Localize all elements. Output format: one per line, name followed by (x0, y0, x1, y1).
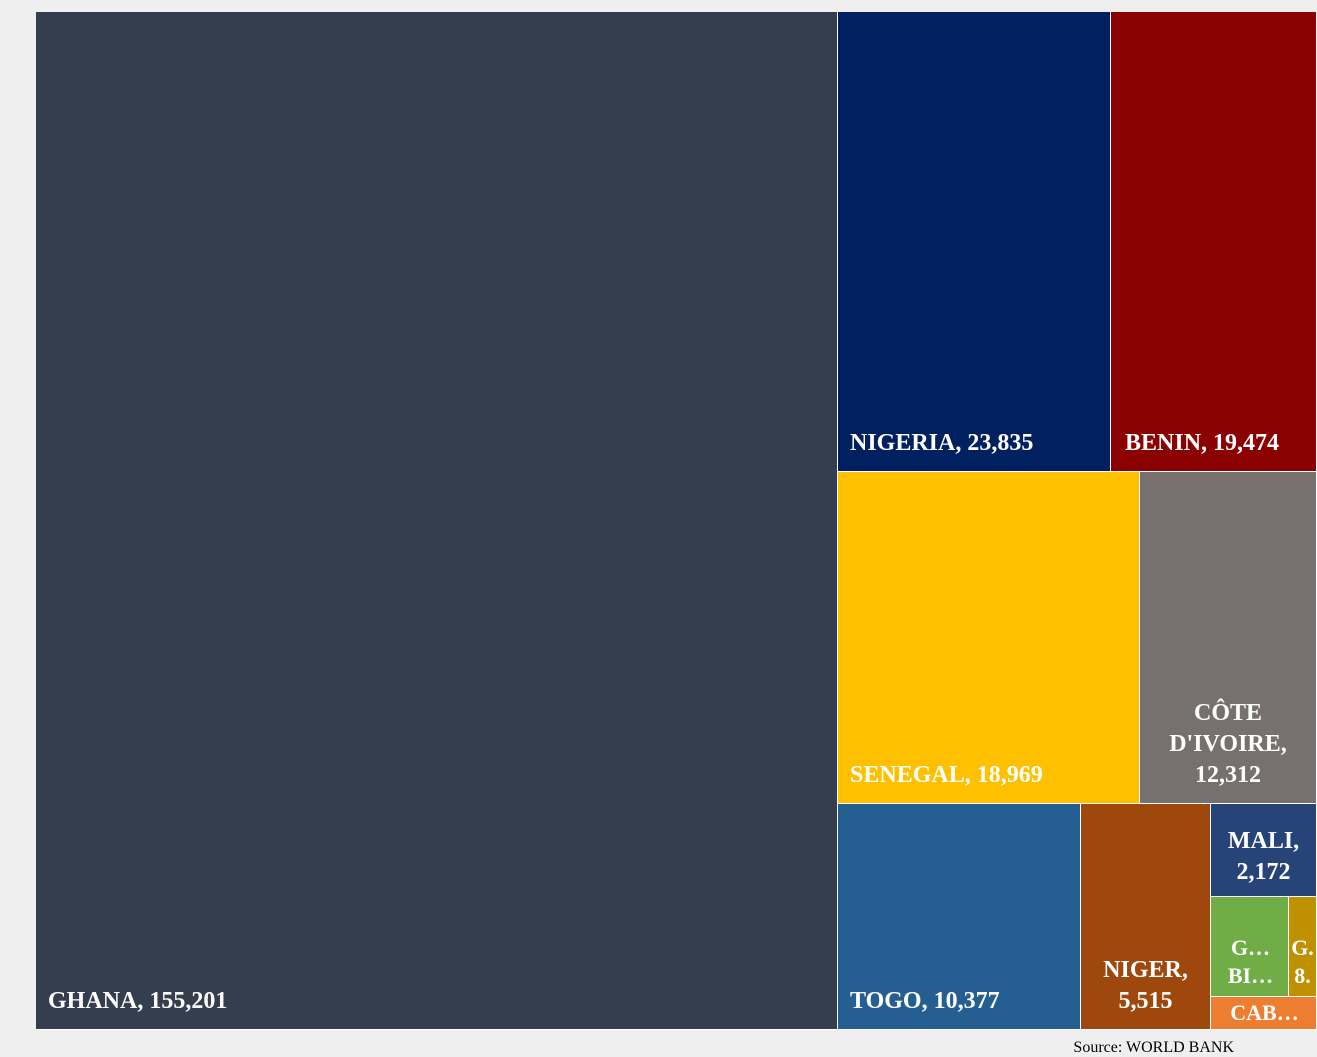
treemap: GHANA, 155,201 NIGERIA, 23,835 BENIN, 19… (36, 12, 1317, 1030)
source-note: Source: WORLD BANK (1073, 1039, 1234, 1056)
tile-label-niger-line2: 5,515 (1118, 988, 1173, 1014)
tile-label-guinea-bissau-line2: BI… (1227, 963, 1274, 988)
tile-cabo-verde: CAB… (1211, 997, 1317, 1030)
tile-label-cote-divoire-line3: 12,312 (1195, 762, 1261, 788)
tile-senegal: SENEGAL, 18,969 (838, 472, 1140, 804)
tile-benin: BENIN, 19,474 (1111, 12, 1317, 472)
tile-label-mali-line2: 2,172 (1236, 859, 1291, 885)
chart-title-strip (0, 0, 1317, 12)
tile-ghana: GHANA, 155,201 (36, 12, 838, 1030)
tile-label-guinea-bissau: G… BI… (1215, 934, 1286, 990)
tile-togo: TOGO, 10,377 (838, 804, 1081, 1030)
tile-label-cote-divoire: CÔTE D'IVOIRE, 12,312 (1144, 698, 1312, 791)
tile-guinea-bissau: G… BI… (1211, 897, 1289, 997)
tile-label-cote-divoire-line1: CÔTE (1193, 700, 1262, 726)
tile-label-guinea-bissau-line1: G… (1230, 935, 1271, 960)
tile-label-niger: NIGER, 5,515 (1085, 955, 1206, 1017)
tile-label-nigeria: NIGERIA, 23,835 (850, 430, 1034, 456)
tile-label-mali: MALI, 2,172 (1215, 826, 1312, 888)
tile-label-senegal: SENEGAL, 18,969 (850, 762, 1043, 788)
tile-label-g-small: G. 8. (1289, 934, 1316, 990)
tile-label-g-small-line1: G. (1291, 935, 1314, 960)
tile-label-ghana: GHANA, 155,201 (48, 988, 228, 1014)
tile-g-small: G. 8. (1289, 897, 1317, 997)
tile-label-togo: TOGO, 10,377 (850, 988, 1000, 1014)
tile-label-cote-divoire-line2: D'IVOIRE, (1169, 731, 1287, 757)
tile-nigeria: NIGERIA, 23,835 (838, 12, 1111, 472)
tile-label-mali-line1: MALI, (1227, 828, 1300, 854)
tile-label-g-small-line2: 8. (1294, 963, 1311, 988)
tile-label-benin: BENIN, 19,474 (1125, 430, 1280, 456)
tile-niger: NIGER, 5,515 (1081, 804, 1211, 1030)
tile-label-niger-line1: NIGER, (1103, 957, 1188, 983)
tile-mali: MALI, 2,172 (1211, 804, 1317, 897)
tile-cote-divoire: CÔTE D'IVOIRE, 12,312 (1140, 472, 1317, 804)
tile-label-cabo-verde: CAB… (1230, 1000, 1299, 1025)
